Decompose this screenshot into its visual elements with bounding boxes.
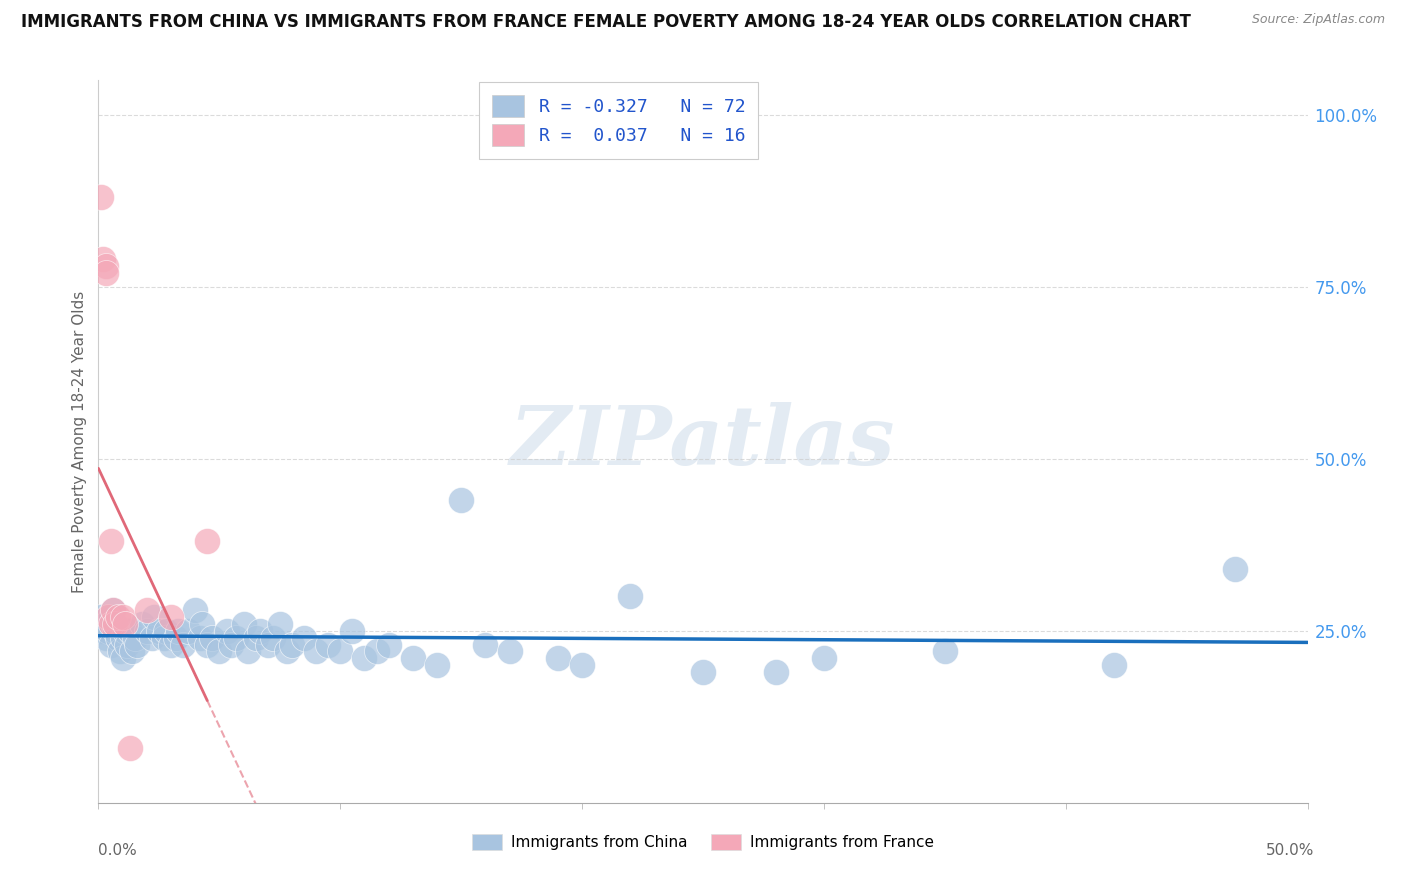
- Point: [765, 665, 787, 679]
- Point: [245, 631, 267, 645]
- Point: [160, 610, 183, 624]
- Point: [114, 616, 136, 631]
- Point: [195, 638, 218, 652]
- Point: [256, 638, 278, 652]
- Point: [292, 631, 315, 645]
- Point: [195, 534, 218, 549]
- Point: [141, 631, 163, 645]
- Point: [100, 534, 122, 549]
- Point: [160, 638, 183, 652]
- Point: [934, 644, 956, 658]
- Point: [571, 658, 593, 673]
- Point: [201, 631, 224, 645]
- Point: [94, 259, 117, 273]
- Point: [342, 624, 364, 638]
- Point: [108, 644, 131, 658]
- Point: [402, 651, 425, 665]
- Point: [366, 644, 388, 658]
- Point: [94, 631, 117, 645]
- Point: [426, 658, 449, 673]
- Text: 50.0%: 50.0%: [1267, 843, 1315, 858]
- Point: [813, 651, 835, 665]
- Point: [117, 638, 139, 652]
- Point: [97, 624, 120, 638]
- Text: ZIPatlas: ZIPatlas: [510, 401, 896, 482]
- Point: [100, 638, 122, 652]
- Point: [474, 638, 496, 652]
- Point: [262, 631, 284, 645]
- Point: [305, 644, 328, 658]
- Point: [316, 638, 339, 652]
- Point: [101, 616, 124, 631]
- Point: [167, 624, 190, 638]
- Point: [100, 616, 122, 631]
- Point: [111, 610, 134, 624]
- Point: [104, 616, 127, 631]
- Point: [101, 603, 124, 617]
- Point: [91, 252, 114, 267]
- Point: [118, 740, 141, 755]
- Point: [135, 603, 157, 617]
- Point: [118, 624, 141, 638]
- Point: [184, 603, 207, 617]
- Point: [276, 644, 298, 658]
- Point: [1102, 658, 1125, 673]
- Point: [225, 631, 247, 645]
- Point: [547, 651, 569, 665]
- Point: [107, 631, 129, 645]
- Point: [1223, 562, 1246, 576]
- Point: [498, 644, 520, 658]
- Point: [238, 644, 260, 658]
- Point: [155, 624, 177, 638]
- Point: [165, 631, 187, 645]
- Point: [114, 624, 136, 638]
- Point: [221, 638, 243, 652]
- Point: [91, 624, 114, 638]
- Point: [232, 616, 254, 631]
- Point: [90, 190, 112, 204]
- Point: [450, 493, 472, 508]
- Point: [177, 624, 200, 638]
- Point: [152, 631, 174, 645]
- Point: [94, 616, 117, 631]
- Point: [143, 610, 166, 624]
- Point: [215, 624, 238, 638]
- Point: [101, 603, 124, 617]
- Point: [281, 638, 304, 652]
- Point: [121, 644, 143, 658]
- Point: [111, 631, 134, 645]
- Point: [97, 610, 120, 624]
- Point: [249, 624, 271, 638]
- Point: [135, 624, 157, 638]
- Point: [353, 651, 375, 665]
- Point: [269, 616, 291, 631]
- Point: [90, 610, 112, 624]
- Point: [104, 624, 127, 638]
- Point: [619, 590, 641, 604]
- Point: [131, 616, 153, 631]
- Point: [191, 616, 214, 631]
- Point: [692, 665, 714, 679]
- Text: 0.0%: 0.0%: [98, 843, 138, 858]
- Legend: Immigrants from China, Immigrants from France: Immigrants from China, Immigrants from F…: [465, 829, 941, 856]
- Text: IMMIGRANTS FROM CHINA VS IMMIGRANTS FROM FRANCE FEMALE POVERTY AMONG 18-24 YEAR : IMMIGRANTS FROM CHINA VS IMMIGRANTS FROM…: [21, 13, 1191, 31]
- Point: [148, 624, 170, 638]
- Point: [329, 644, 352, 658]
- Point: [208, 644, 231, 658]
- Point: [127, 638, 149, 652]
- Point: [188, 631, 211, 645]
- Point: [111, 651, 134, 665]
- Point: [172, 638, 194, 652]
- Point: [94, 266, 117, 280]
- Point: [377, 638, 399, 652]
- Point: [107, 610, 129, 624]
- Text: Source: ZipAtlas.com: Source: ZipAtlas.com: [1251, 13, 1385, 27]
- Y-axis label: Female Poverty Among 18-24 Year Olds: Female Poverty Among 18-24 Year Olds: [72, 291, 87, 592]
- Point: [124, 631, 146, 645]
- Point: [100, 610, 122, 624]
